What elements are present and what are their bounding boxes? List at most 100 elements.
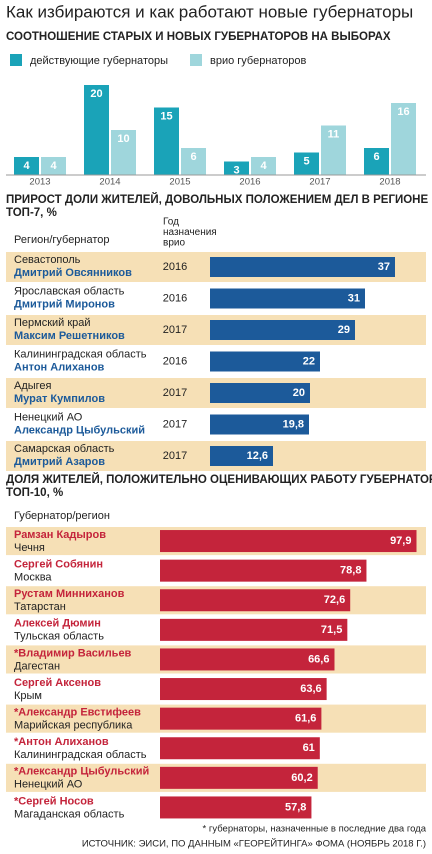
- value-label: 16: [397, 106, 409, 118]
- bar: [210, 257, 395, 277]
- governor: Мурат Кумпилов: [14, 393, 105, 405]
- legend-label: действующие губернаторы: [30, 55, 168, 67]
- value-label: 11: [328, 128, 340, 140]
- governor: Дмитрий Азаров: [14, 456, 105, 468]
- region: Татарстан: [14, 601, 66, 613]
- governor: *Владимир Васильев: [14, 647, 132, 659]
- bar: [160, 589, 351, 612]
- value-label: 22: [303, 355, 315, 367]
- governor: Максим Решетников: [14, 330, 125, 342]
- bar: [160, 678, 327, 701]
- value-label: 15: [160, 110, 172, 122]
- region: Крым: [14, 690, 42, 702]
- column-header: назначения: [163, 227, 217, 238]
- region: Пермский край: [14, 317, 91, 329]
- legend-label: врио губернаторов: [210, 55, 307, 67]
- value-label: 6: [373, 151, 379, 163]
- x-tick-label: 2013: [29, 177, 50, 188]
- x-tick-label: 2015: [169, 177, 190, 188]
- value-label: 10: [117, 133, 129, 145]
- region: Дагестан: [14, 660, 60, 672]
- page-title: Как избираются и как работают новые губе…: [6, 2, 413, 21]
- region: Самарская область: [14, 443, 115, 455]
- value-label: 4: [50, 160, 57, 172]
- bar: [210, 320, 355, 340]
- value-label: 72,6: [324, 594, 345, 606]
- value-label: 60,2: [291, 772, 312, 784]
- x-tick-label: 2017: [309, 177, 330, 188]
- column-header: врио: [163, 238, 185, 249]
- legend-swatch: [10, 54, 22, 66]
- chart-title: ПРИРОСТ ДОЛИ ЖИТЕЛЕЙ, ДОВОЛЬНЫХ ПОЛОЖЕНИ…: [6, 193, 428, 206]
- value-label: 63,6: [300, 683, 321, 695]
- year: 2016: [163, 292, 187, 304]
- bar: [321, 125, 346, 175]
- bar: [160, 618, 348, 641]
- bar: [224, 161, 249, 175]
- x-tick-label: 2018: [379, 177, 400, 188]
- value-label: 61: [303, 742, 315, 754]
- value-label: 12,6: [247, 450, 268, 462]
- governor: Алексей Дюмин: [14, 618, 101, 630]
- region: Чечня: [14, 542, 45, 554]
- value-label: 5: [303, 155, 309, 167]
- region: Марийская республика: [14, 720, 133, 732]
- governor: Дмитрий Овсянников: [14, 267, 132, 279]
- year: 2017: [163, 387, 187, 399]
- year: 2017: [163, 450, 187, 462]
- value-label: 57,8: [285, 801, 306, 813]
- bar: [111, 130, 136, 175]
- governor: *Сергей Носов: [14, 795, 94, 807]
- region: Севастополь: [14, 254, 81, 266]
- chart-title: ДОЛЯ ЖИТЕЛЕЙ, ПОЛОЖИТЕЛЬНО ОЦЕНИВАЮЩИХ Р…: [6, 473, 432, 486]
- governor: *Антон Алиханов: [14, 736, 109, 748]
- value-label: 61,6: [295, 713, 316, 725]
- bar: [160, 796, 312, 819]
- column-header: Регион/губернатор: [14, 234, 110, 246]
- bar: [160, 559, 367, 582]
- bar: [210, 351, 320, 372]
- chart-title: СООТНОШЕНИЕ СТАРЫХ И НОВЫХ ГУБЕРНАТОРОВ …: [6, 31, 391, 43]
- bar: [160, 766, 318, 789]
- bar: [160, 737, 320, 760]
- year: 2016: [163, 355, 187, 367]
- bar: [160, 530, 417, 553]
- year: 2017: [163, 418, 187, 430]
- year: 2017: [163, 324, 187, 336]
- region: Калининградская область: [14, 749, 147, 761]
- bar: [210, 446, 273, 466]
- legend-swatch: [190, 54, 202, 66]
- column-header: Год: [163, 217, 179, 228]
- source: ИСТОЧНИК: ЭИСИ, ПО ДАННЫМ «ГЕОРЕЙТИНГА» …: [82, 838, 426, 850]
- chart-subtitle: ТОП-7, %: [6, 207, 57, 219]
- region: Ярославская область: [14, 285, 125, 297]
- value-label: 3: [233, 164, 239, 176]
- region: Адыгея: [14, 380, 52, 392]
- governor: Сергей Собянин: [14, 559, 103, 571]
- bar: [294, 152, 319, 175]
- region: Ненецкий АО: [14, 779, 83, 791]
- value-label: 6: [190, 151, 196, 163]
- region: Калининградская область: [14, 348, 147, 360]
- bar: [364, 148, 389, 175]
- bar: [251, 157, 276, 175]
- x-tick-label: 2014: [99, 177, 120, 188]
- region: Тульская область: [14, 631, 104, 643]
- value-label: 31: [348, 292, 360, 304]
- bar: [41, 157, 66, 175]
- bar: [154, 107, 179, 175]
- column-header: Губернатор/регион: [14, 510, 110, 522]
- region: Ненецкий АО: [14, 411, 83, 423]
- governor: Рустам Минниханов: [14, 588, 125, 600]
- bar: [391, 103, 416, 175]
- value-label: 4: [260, 160, 267, 172]
- x-tick-label: 2016: [239, 177, 260, 188]
- footnote: * губернаторы, назначенные в последние д…: [203, 824, 427, 835]
- bar: [160, 707, 322, 730]
- region: Москва: [14, 572, 52, 584]
- chart-subtitle: ТОП-10, %: [6, 487, 63, 499]
- bar: [210, 414, 309, 435]
- value-label: 29: [338, 324, 350, 336]
- bar: [181, 148, 206, 175]
